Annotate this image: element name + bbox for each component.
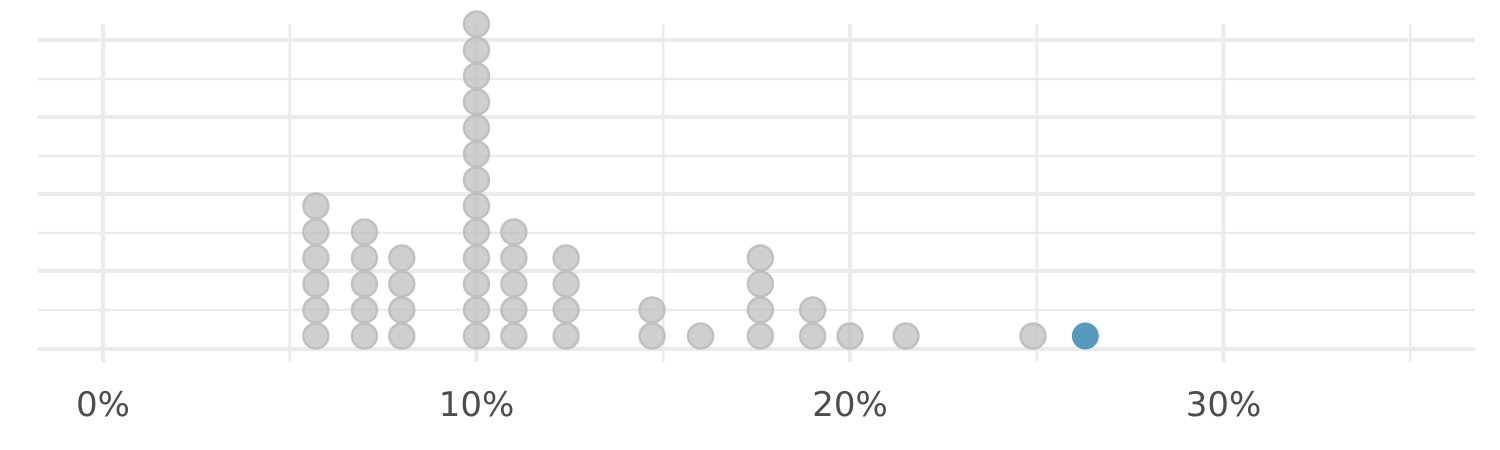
- data-dot: [350, 244, 379, 272]
- data-dot: [500, 270, 528, 298]
- data-dot: [350, 296, 379, 324]
- data-dot: [500, 218, 528, 246]
- data-dot: [686, 322, 715, 350]
- data-dot: [552, 322, 580, 350]
- data-dot: [552, 244, 580, 272]
- data-dot: [462, 36, 491, 64]
- data-dot: [1019, 322, 1047, 350]
- data-dot: [462, 270, 491, 298]
- data-dot: [746, 296, 775, 324]
- data-dot: [638, 296, 666, 324]
- dots: [302, 10, 1099, 350]
- data-dot: [836, 322, 864, 350]
- data-dot: [388, 322, 416, 350]
- data-dot: [500, 296, 528, 324]
- data-dot: [302, 192, 330, 220]
- data-dot: [302, 218, 330, 246]
- data-dot: [552, 270, 580, 298]
- data-dot: [462, 218, 491, 246]
- x-tick-label: 20%: [812, 385, 888, 425]
- data-dot: [388, 244, 416, 272]
- data-dot: [746, 244, 775, 272]
- data-dot: [302, 270, 330, 298]
- highlight-dot: [1071, 322, 1099, 350]
- x-tick-label: 30%: [1186, 385, 1262, 425]
- data-dot: [302, 322, 330, 350]
- x-tick-label: 0%: [76, 385, 130, 425]
- data-dot: [798, 296, 827, 324]
- data-dot: [462, 140, 491, 168]
- data-dot: [302, 244, 330, 272]
- data-dot: [350, 218, 379, 246]
- data-dot: [388, 270, 416, 298]
- data-dot: [350, 270, 379, 298]
- data-dot: [552, 296, 580, 324]
- data-dot: [462, 166, 491, 194]
- data-dot: [462, 62, 491, 90]
- data-dot: [746, 322, 775, 350]
- data-dot: [462, 10, 491, 38]
- data-dot: [462, 322, 491, 350]
- data-dot: [302, 296, 330, 324]
- data-dot: [500, 244, 528, 272]
- data-dot: [462, 114, 491, 142]
- data-dot: [892, 322, 920, 350]
- data-dot: [388, 296, 416, 324]
- data-dot: [500, 322, 528, 350]
- data-dot: [746, 270, 775, 298]
- data-dot: [462, 192, 491, 220]
- data-dot: [462, 244, 491, 272]
- x-axis-labels: 0% 10% 20% 30%: [76, 385, 1261, 425]
- data-dot: [350, 322, 379, 350]
- x-tick-label: 10%: [439, 385, 515, 425]
- data-dot: [638, 322, 666, 350]
- data-dot: [462, 88, 491, 116]
- data-dot: [462, 296, 491, 324]
- data-dot: [798, 322, 827, 350]
